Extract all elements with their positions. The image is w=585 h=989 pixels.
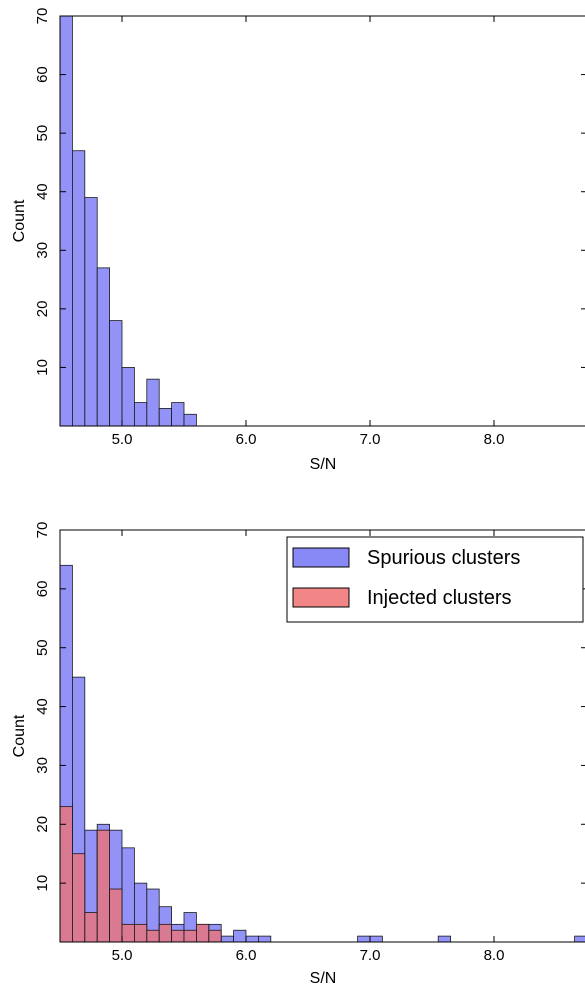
top-plot-frame bbox=[59, 15, 585, 427]
top-y-axis-label: Count bbox=[11, 199, 28, 242]
bottom-bar-injected bbox=[72, 853, 86, 943]
bottom-bar-spurious bbox=[233, 929, 247, 943]
top-y-tick-label: 40 bbox=[34, 183, 51, 200]
top-x-axis-label: S/N bbox=[310, 456, 337, 473]
top-x-tick-label: 6.0 bbox=[236, 431, 257, 448]
top-y-tick-label: 50 bbox=[34, 125, 51, 142]
bottom-bars bbox=[59, 564, 585, 943]
top-y-tick-label: 10 bbox=[34, 359, 51, 376]
bottom-x-axis-label: S/N bbox=[310, 970, 337, 987]
bottom-bar-injected bbox=[96, 829, 110, 943]
top-x-tick-label: 8.0 bbox=[484, 431, 505, 448]
bottom-y-tick-label: 60 bbox=[34, 581, 51, 598]
bottom-bar-injected bbox=[158, 923, 172, 943]
top-bar-spurious bbox=[109, 320, 123, 427]
bottom-bar-spurious bbox=[369, 935, 383, 943]
top-y-tick-label: 20 bbox=[34, 301, 51, 318]
legend-swatch-spurious bbox=[292, 547, 350, 568]
bottom-bar-spurious bbox=[357, 935, 371, 943]
top-bar-spurious bbox=[146, 378, 160, 427]
top-panel: 5.0 6.0 7.0 8.0 10 20 30 40 50 60 70 S/N Count bbox=[11, 8, 585, 473]
bottom-x-tick-label: 6.0 bbox=[236, 947, 257, 964]
bottom-bar-spurious bbox=[574, 935, 585, 943]
bottom-x-tick-label: 8.0 bbox=[484, 947, 505, 964]
top-bar-spurious bbox=[84, 197, 98, 427]
bottom-bar-spurious bbox=[257, 935, 272, 943]
bottom-bar-spurious bbox=[220, 935, 234, 943]
top-bar-spurious bbox=[171, 402, 185, 427]
bottom-panel: 5.0 6.0 7.0 8.0 10 20 30 40 50 60 70 S/N Count Spu… bbox=[11, 522, 585, 987]
legend-swatch-injected bbox=[292, 587, 350, 608]
top-y-tick-label: 70 bbox=[34, 8, 51, 25]
bottom-y-tick-label: 50 bbox=[34, 639, 51, 656]
bottom-x-tick-label: 7.0 bbox=[360, 947, 381, 964]
top-bar-spurious bbox=[59, 15, 73, 427]
top-bar-spurious bbox=[72, 150, 86, 427]
bottom-y-tick-label: 30 bbox=[34, 757, 51, 774]
legend-label-injected: Injected clusters bbox=[367, 587, 512, 609]
bottom-bar-injected bbox=[84, 912, 98, 943]
bottom-x-tick-label: 5.0 bbox=[112, 947, 133, 964]
top-y-tick-label: 30 bbox=[34, 242, 51, 259]
bottom-y-tick-label: 20 bbox=[34, 816, 51, 833]
top-bar-spurious bbox=[133, 402, 148, 427]
bottom-bar-injected bbox=[208, 929, 222, 943]
bottom-bar-spurious bbox=[437, 935, 452, 943]
top-x-tick-label: 7.0 bbox=[360, 431, 381, 448]
legend: Spurious clusters Injected clusters bbox=[286, 536, 584, 623]
top-bars bbox=[59, 15, 197, 427]
top-x-tick-label: 5.0 bbox=[112, 431, 133, 448]
bottom-plot-frame bbox=[59, 529, 585, 943]
top-y-tick-label: 60 bbox=[34, 66, 51, 83]
bottom-bar-injected bbox=[121, 923, 135, 943]
top-bar-spurious bbox=[96, 267, 110, 427]
bottom-bar-injected bbox=[183, 929, 197, 943]
bottom-axes: 5.0 6.0 7.0 8.0 10 20 30 40 50 60 70 bbox=[34, 522, 585, 964]
bottom-bar-injected bbox=[133, 923, 148, 943]
top-axes: 5.0 6.0 7.0 8.0 10 20 30 40 50 60 70 bbox=[34, 8, 585, 448]
top-bar-spurious bbox=[183, 413, 197, 427]
bottom-y-axis-label: Count bbox=[11, 714, 28, 757]
bottom-y-tick-label: 40 bbox=[34, 698, 51, 715]
bottom-bar-injected bbox=[109, 888, 123, 943]
bottom-bar-injected bbox=[171, 929, 185, 943]
bottom-bar-injected bbox=[146, 929, 160, 943]
bottom-bar-spurious bbox=[245, 935, 259, 943]
top-bar-spurious bbox=[121, 367, 135, 427]
bottom-y-tick-label: 70 bbox=[34, 522, 51, 539]
bottom-y-tick-label: 10 bbox=[34, 875, 51, 892]
bottom-bar-injected bbox=[195, 923, 210, 943]
bottom-bar-injected bbox=[59, 806, 73, 943]
top-bar-spurious bbox=[158, 408, 172, 427]
legend-label-spurious: Spurious clusters bbox=[367, 547, 520, 569]
